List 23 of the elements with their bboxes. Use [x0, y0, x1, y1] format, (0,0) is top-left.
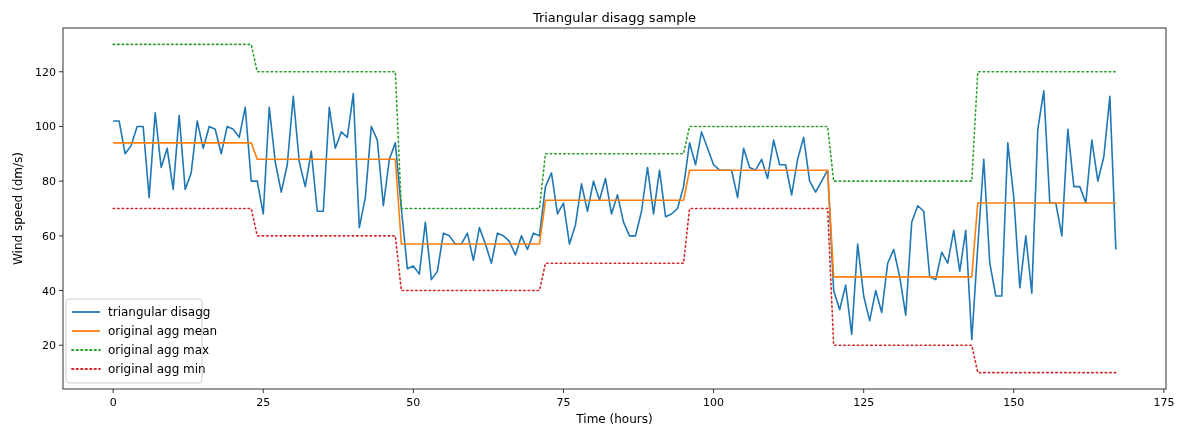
y-tick-label: 80 — [42, 175, 56, 189]
chart-title: Triangular disagg sample — [531, 10, 697, 25]
x-axis-title: Time (hours) — [575, 412, 653, 426]
x-tick-label: 175 — [1153, 396, 1175, 409]
line-series — [112, 142, 1117, 278]
x-tick-label: 150 — [1003, 396, 1025, 409]
x-tick-label: 100 — [703, 396, 725, 409]
y-tick-label: 40 — [42, 284, 56, 298]
y-tick-label: 60 — [42, 229, 56, 243]
x-tick-label: 50 — [406, 396, 421, 409]
legend-label: original agg max — [108, 343, 210, 357]
y-tick-label: 100 — [35, 120, 56, 134]
x-tick-label: 75 — [556, 396, 571, 409]
x-tick-label: 0 — [109, 396, 117, 409]
y-tick-label: 120 — [35, 65, 56, 79]
y-axis-title: Wind speed (dm/s) — [11, 151, 25, 266]
line-series — [112, 43, 1117, 210]
legend-label: original agg mean — [108, 324, 218, 338]
x-tick-label: 125 — [853, 396, 875, 409]
y-tick-label: 20 — [42, 339, 56, 353]
legend-label: triangular disagg — [108, 305, 211, 319]
legend-label: original agg min — [108, 362, 206, 376]
x-tick-label: 25 — [256, 396, 271, 409]
